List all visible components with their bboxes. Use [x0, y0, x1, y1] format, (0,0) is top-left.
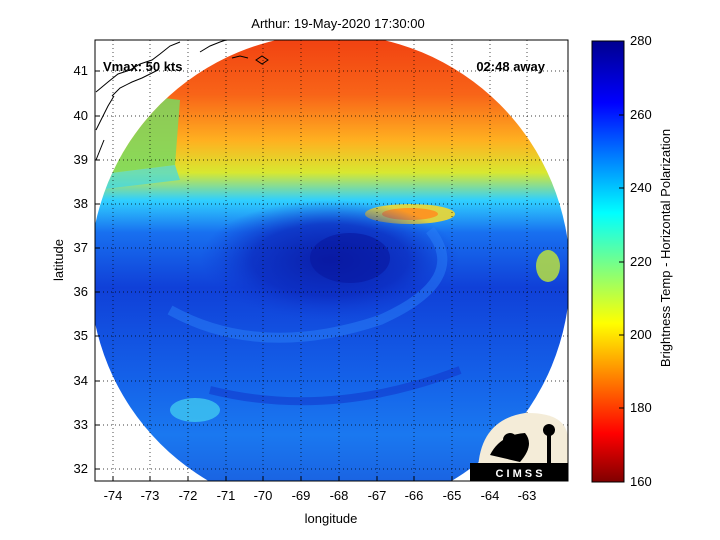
x-tick-label: -72 — [179, 488, 198, 503]
colorbar-tick-label: 240 — [630, 180, 652, 195]
y-axis: 32 33 34 35 36 37 38 39 40 41 latitude — [51, 63, 100, 476]
x-tick-label: -64 — [481, 488, 500, 503]
colorbar: 160 180 200 220 240 260 280 Brightness T… — [591, 33, 673, 489]
colorbar-tick-label: 260 — [630, 107, 652, 122]
brightness-swath — [95, 40, 568, 481]
colorbar-tick-label: 160 — [630, 474, 652, 489]
y-tick-label: 33 — [74, 417, 88, 432]
time-offset-annotation: 02:48 away — [476, 59, 545, 74]
cimss-logo-text: C I M S S — [495, 468, 542, 480]
coastline — [95, 39, 269, 161]
colorbar-tick-label: 280 — [630, 33, 652, 48]
x-tick-label: -73 — [141, 488, 160, 503]
cimss-logo: C I M S S — [470, 412, 568, 481]
x-tick-label: -65 — [443, 488, 462, 503]
x-tick-label: -74 — [104, 488, 123, 503]
y-tick-label: 37 — [74, 240, 88, 255]
y-tick-label: 34 — [74, 373, 88, 388]
y-tick-label: 39 — [74, 152, 88, 167]
x-tick-label: -70 — [254, 488, 273, 503]
x-tick-label: -63 — [518, 488, 537, 503]
plot-area: Vmax: 50 kts 02:48 away C I M S S — [94, 39, 569, 482]
colorbar-tick-label: 200 — [630, 327, 652, 342]
x-tick-label: -67 — [368, 488, 387, 503]
x-tick-label: -66 — [405, 488, 424, 503]
y-tick-label: 38 — [74, 196, 88, 211]
colorbar-tick-label: 220 — [630, 254, 652, 269]
x-tick-label: -69 — [292, 488, 311, 503]
x-tick-label: -68 — [330, 488, 349, 503]
y-tick-label: 40 — [74, 108, 88, 123]
x-axis-label: longitude — [305, 511, 358, 526]
y-tick-label: 32 — [74, 461, 88, 476]
y-tick-label: 41 — [74, 63, 88, 78]
map-title: Arthur: 19-May-2020 17:30:00 — [251, 16, 424, 31]
x-tick-label: -71 — [217, 488, 236, 503]
colorbar-tick-label: 180 — [630, 400, 652, 415]
colorbar-label: Brightness Temp - Horizontal Polarizatio… — [658, 129, 673, 367]
x-axis: -74 -73 -72 -71 -70 -69 -68 -67 -66 -65 … — [104, 476, 537, 526]
y-tick-label: 36 — [74, 284, 88, 299]
y-axis-label: latitude — [51, 239, 66, 281]
plot-frame — [94, 39, 569, 482]
y-tick-label: 35 — [74, 328, 88, 343]
grid-lines — [95, 40, 568, 481]
vmax-annotation: Vmax: 50 kts — [103, 59, 183, 74]
